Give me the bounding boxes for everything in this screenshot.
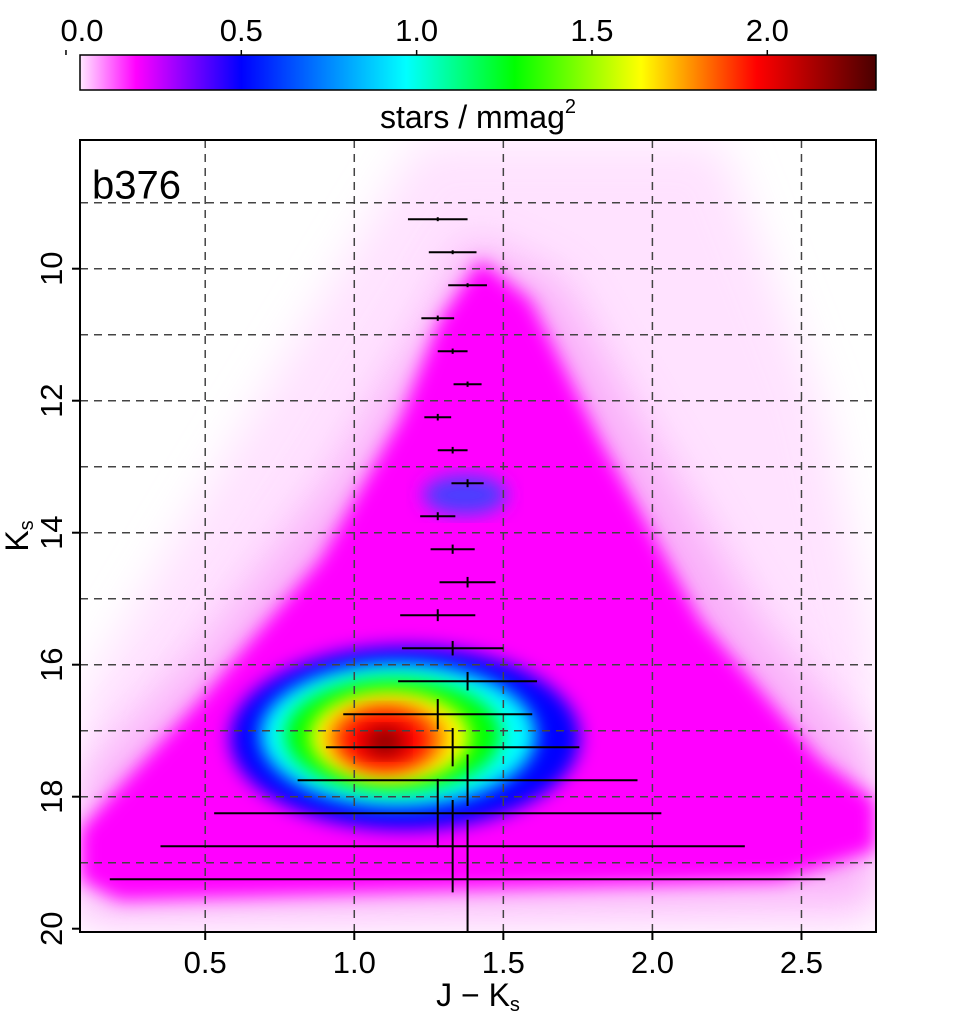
y-axis-label: Ks: [0, 520, 38, 551]
x-tick-label: 2.5: [780, 945, 823, 980]
y-tick-label: 14: [34, 515, 69, 549]
colorbar-tick-label: 2.0: [746, 13, 789, 48]
y-axis-label-text: K: [0, 530, 35, 551]
y-tick-label: 20: [34, 911, 69, 945]
y-tick-label: 16: [34, 647, 69, 681]
colorbar-label: stars / mmag2: [380, 96, 576, 135]
panel-label: b376: [92, 164, 181, 208]
x-tick-label: 1.0: [333, 945, 376, 980]
colorbar-tick-label: 0.0: [60, 13, 103, 48]
colorbar-label-sup: 2: [565, 96, 576, 118]
x-axis-label-text: J − K: [436, 977, 510, 1013]
x-tick-label: 1.5: [482, 945, 525, 980]
colorbar: [79, 54, 877, 91]
y-tick-label: 10: [34, 251, 69, 285]
x-axis-label: J − Ks: [436, 977, 520, 1016]
colorbar-tick-label: 1.0: [395, 13, 438, 48]
x-tick-label: 2.0: [631, 945, 674, 980]
x-tick-label: 0.5: [184, 945, 227, 980]
plot-frame: [79, 139, 877, 933]
colorbar-tick-label: 0.5: [220, 13, 263, 48]
colorbar-tick-label: 1.5: [570, 13, 613, 48]
colorbar-label-text: stars / mmag: [380, 99, 565, 135]
y-tick-label: 18: [34, 779, 69, 813]
density-map: [80, 140, 876, 932]
y-axis-label-sub: s: [16, 520, 38, 530]
x-axis-label-sub: s: [510, 994, 520, 1016]
y-tick-label: 12: [34, 383, 69, 417]
